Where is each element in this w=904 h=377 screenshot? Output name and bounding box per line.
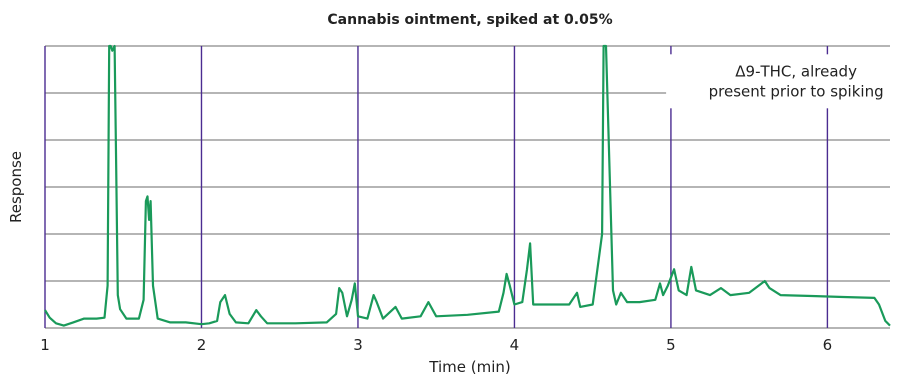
annotation-background <box>666 54 904 109</box>
annotation-layer: Δ9-THC, already present prior to spiking <box>666 54 904 109</box>
grid <box>44 45 890 329</box>
x-axis-label: Time (min) <box>428 358 510 376</box>
x-tick-label: 3 <box>353 336 363 354</box>
x-tick-label: 4 <box>510 336 520 354</box>
x-tick-label: 1 <box>40 336 50 354</box>
x-tick-label: 2 <box>197 336 207 354</box>
x-tick-labels: 1 2 3 4 5 6 <box>40 336 832 354</box>
x-tick-label: 6 <box>823 336 833 354</box>
y-axis-label: Response <box>7 151 25 223</box>
annotation-text-line: present prior to spiking <box>709 82 884 100</box>
chromatogram-trace <box>44 44 891 327</box>
trace-layer <box>44 44 891 327</box>
x-tick-label: 5 <box>666 336 676 354</box>
chart-title: Cannabis ointment, spiked at 0.05% <box>327 12 612 28</box>
annotation-text-line: Δ9-THC, already <box>735 62 857 80</box>
